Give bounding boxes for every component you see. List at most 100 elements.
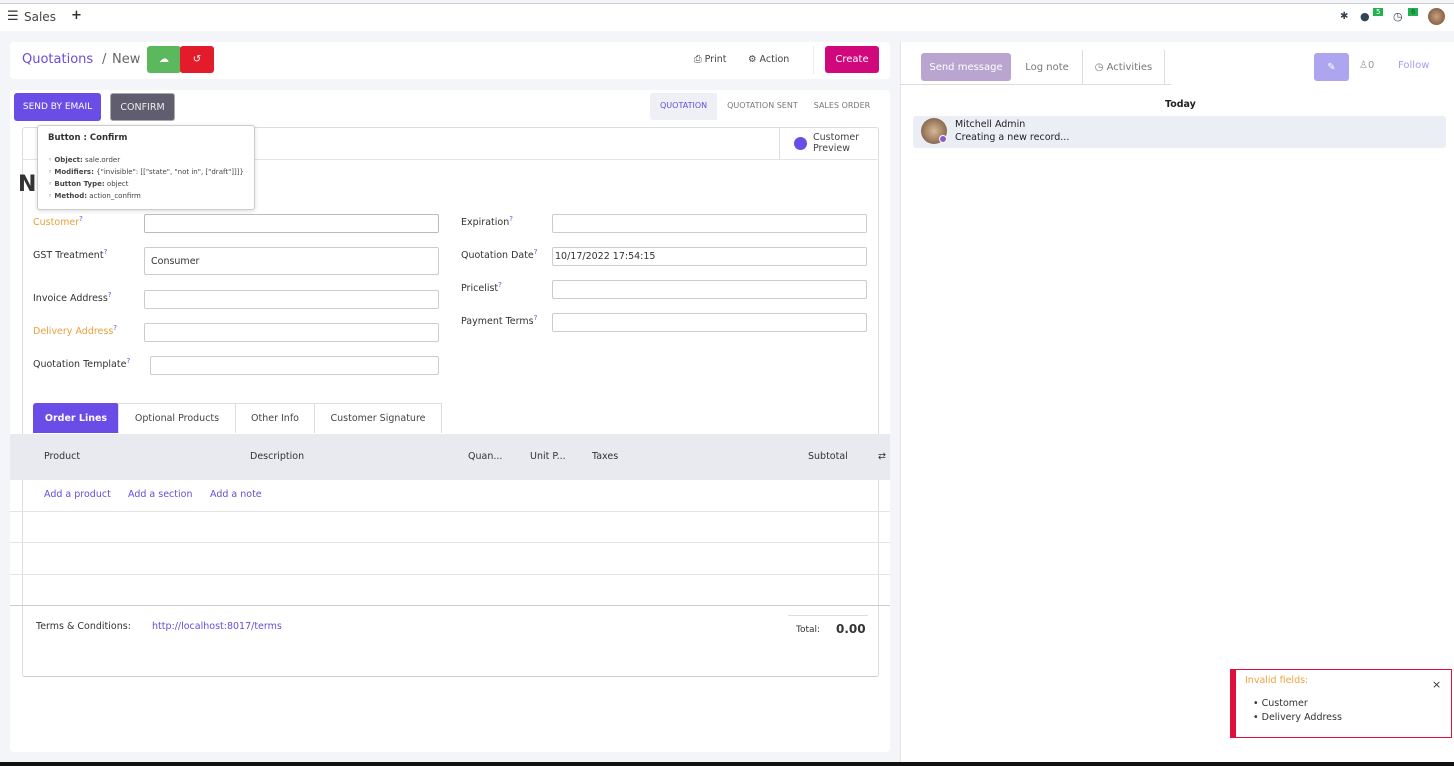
- messages-icon[interactable]: ●: [1360, 10, 1370, 23]
- print-label: Print: [704, 54, 727, 65]
- breadcrumb-quotations[interactable]: Quotations: [22, 52, 94, 67]
- clock-icon: ◷: [1094, 61, 1107, 73]
- date-separator: Today: [1165, 99, 1196, 110]
- action-label: Action: [759, 54, 790, 65]
- invoice-address-input[interactable]: [144, 290, 439, 309]
- followers-button[interactable]: ♙0: [1359, 60, 1374, 71]
- record-name: N: [18, 172, 37, 197]
- tab-order-lines[interactable]: Order Lines: [33, 403, 119, 433]
- terms-label: Terms & Conditions:: [36, 621, 131, 632]
- globe-icon: [794, 136, 807, 150]
- column-taxes[interactable]: Taxes: [592, 451, 619, 462]
- cloud-upload-icon: ☁: [159, 54, 169, 65]
- delivery-address-label: Delivery Address?: [33, 324, 118, 338]
- payment-terms-input[interactable]: [552, 313, 867, 332]
- breadcrumb-current: New: [112, 52, 141, 67]
- top-navbar: ☰ Sales + ✱ ● 5 ◷ 6: [0, 3, 1454, 31]
- app-name[interactable]: Sales: [24, 10, 56, 24]
- divider: [813, 46, 814, 74]
- tab-other-info[interactable]: Other Info: [235, 403, 315, 433]
- payment-terms-label: Payment Terms?: [461, 314, 538, 328]
- message-item: Mitchell Admin Creating a new record...: [913, 116, 1446, 148]
- customer-preview-label: Customer Preview: [813, 132, 860, 154]
- new-icon[interactable]: +: [71, 8, 82, 23]
- invalid-field-item: • Customer: [1253, 698, 1308, 709]
- gst-treatment-select[interactable]: Consumer: [144, 247, 439, 275]
- customer-input[interactable]: [144, 214, 439, 233]
- print-button[interactable]: ⎙ Print: [694, 54, 726, 65]
- add-note-link[interactable]: Add a note: [210, 489, 262, 500]
- status-quotation[interactable]: QUOTATION: [650, 93, 718, 120]
- message-author[interactable]: Mitchell Admin: [955, 119, 1026, 130]
- paperclip-icon: ✎: [1327, 61, 1336, 73]
- quotation-date-label: Quotation Date?: [461, 248, 538, 262]
- pricelist-label: Pricelist?: [461, 281, 502, 295]
- button-tooltip: Button : Confirm ◦ Object: sale.order ◦ …: [37, 125, 255, 210]
- expiration-input[interactable]: [552, 214, 867, 233]
- column-unit-price[interactable]: Unit P...: [530, 451, 566, 462]
- quotation-template-input[interactable]: [150, 356, 439, 375]
- invoice-address-label: Invoice Address?: [33, 291, 112, 305]
- table-row: [10, 511, 890, 512]
- optional-columns-icon[interactable]: ⇄: [878, 451, 886, 462]
- total-label: Total:: [796, 625, 821, 635]
- invalid-fields-notification: Invalid fields: × • Customer • Delivery …: [1230, 669, 1452, 738]
- follow-button[interactable]: Follow: [1398, 60, 1430, 71]
- send-by-email-button[interactable]: SEND BY EMAIL: [14, 93, 101, 121]
- confirm-button[interactable]: CONFIRM: [110, 93, 175, 121]
- discard-button[interactable]: ↺: [180, 46, 214, 73]
- table-row: [10, 605, 890, 606]
- activities-clock-icon[interactable]: ◷: [1393, 10, 1403, 23]
- close-icon[interactable]: ×: [1432, 678, 1442, 691]
- online-status-icon: [939, 135, 947, 143]
- gear-icon: ⚙: [748, 54, 760, 65]
- column-product[interactable]: Product: [44, 451, 81, 462]
- column-description[interactable]: Description: [250, 451, 305, 462]
- terms-link[interactable]: http://localhost:8017/terms: [152, 621, 282, 632]
- tab-optional-products[interactable]: Optional Products: [118, 403, 236, 433]
- button-box-divider: [22, 159, 879, 160]
- chatter: Send message Log note ◷ Activities ✎ ♙0 …: [900, 42, 1454, 766]
- send-message-button[interactable]: Send message: [921, 53, 1011, 81]
- log-note-button[interactable]: Log note: [1025, 61, 1069, 73]
- status-quotation-sent[interactable]: QUOTATION SENT: [727, 101, 798, 110]
- quotation-template-label: Quotation Template?: [33, 357, 131, 371]
- divider: [901, 84, 1171, 85]
- tooltip-modifiers: ◦ Modifiers: {"invisible": [["state", "n…: [48, 168, 244, 176]
- control-panel: Quotations / New ☁ ↺ ⎙ Print ⚙ Action Cr…: [10, 42, 890, 79]
- invalid-fields-list: • Customer • Delivery Address: [1253, 697, 1342, 725]
- notification-title: Invalid fields:: [1245, 675, 1309, 686]
- message-body: Creating a new record...: [955, 132, 1070, 143]
- menu-icon[interactable]: ☰: [7, 9, 19, 24]
- customer-preview-button[interactable]: Customer Preview: [779, 127, 879, 159]
- undo-icon: ↺: [192, 54, 202, 65]
- add-section-link[interactable]: Add a section: [128, 489, 193, 500]
- tooltip-method: ◦ Method: action_confirm: [48, 192, 141, 200]
- action-button[interactable]: ⚙ Action: [748, 54, 789, 65]
- activities-button[interactable]: ◷ Activities: [1082, 50, 1165, 84]
- invalid-field-item: • Delivery Address: [1253, 712, 1342, 723]
- printer-icon: ⎙: [694, 54, 705, 65]
- table-row: [10, 574, 890, 575]
- table-row: [10, 542, 890, 543]
- expiration-label: Expiration?: [461, 215, 513, 229]
- debug-bug-icon[interactable]: ✱: [1340, 11, 1349, 22]
- form-sheet: [22, 127, 879, 677]
- pricelist-input[interactable]: [552, 280, 867, 299]
- add-product-link[interactable]: Add a product: [44, 489, 111, 500]
- table-header: [10, 434, 890, 480]
- tab-customer-signature[interactable]: Customer Signature: [314, 403, 442, 433]
- attachment-button[interactable]: ✎: [1314, 53, 1349, 81]
- save-button[interactable]: ☁: [147, 46, 181, 73]
- user-avatar[interactable]: [1428, 8, 1445, 25]
- create-button[interactable]: Create: [825, 46, 879, 73]
- column-quantity[interactable]: Quan...: [468, 451, 503, 462]
- tooltip-button-type: ◦ Button Type: object: [48, 180, 129, 188]
- gst-treatment-label: GST Treatment?: [33, 248, 108, 262]
- delivery-address-input[interactable]: [144, 323, 439, 342]
- column-subtotal[interactable]: Subtotal: [808, 451, 848, 462]
- status-sales-order[interactable]: SALES ORDER: [813, 101, 871, 110]
- messages-badge: 5: [1373, 8, 1384, 16]
- total-divider: [788, 615, 868, 616]
- quotation-date-input[interactable]: 10/17/2022 17:54:15: [552, 247, 867, 266]
